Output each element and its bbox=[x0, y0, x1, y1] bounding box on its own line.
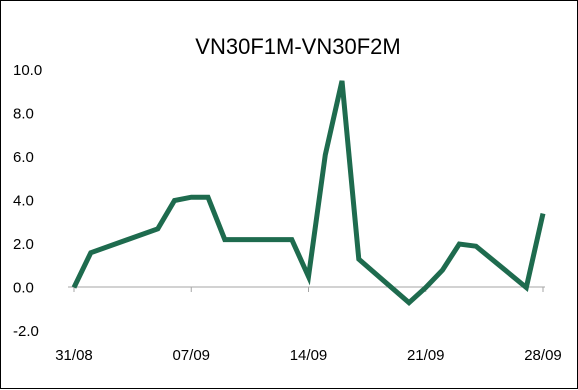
series-group bbox=[74, 81, 543, 303]
y-tick-label: 2.0 bbox=[13, 236, 34, 253]
x-axis: 31/08 07/09 14/09 21/09 28/09 bbox=[55, 287, 562, 364]
y-tick-label: 0.0 bbox=[13, 280, 34, 297]
y-tick-label: 8.0 bbox=[13, 106, 34, 123]
x-tick-label: 21/09 bbox=[407, 347, 445, 364]
x-tick-label: 07/09 bbox=[172, 347, 210, 364]
y-tick-label: -2.0 bbox=[13, 323, 39, 340]
chart-title: VN30F1M-VN30F2M bbox=[195, 34, 400, 59]
y-tick-label: 4.0 bbox=[13, 193, 34, 210]
y-tick-label: 10.0 bbox=[13, 62, 42, 79]
x-tick-label: 14/09 bbox=[290, 347, 328, 364]
y-tick-label: 6.0 bbox=[13, 149, 34, 166]
x-tick-label: 31/08 bbox=[55, 347, 93, 364]
y-axis-tick-labels: 10.0 8.0 6.0 4.0 2.0 0.0 -2.0 bbox=[13, 62, 42, 340]
series-line bbox=[74, 81, 543, 303]
x-tick-label: 28/09 bbox=[524, 347, 562, 364]
